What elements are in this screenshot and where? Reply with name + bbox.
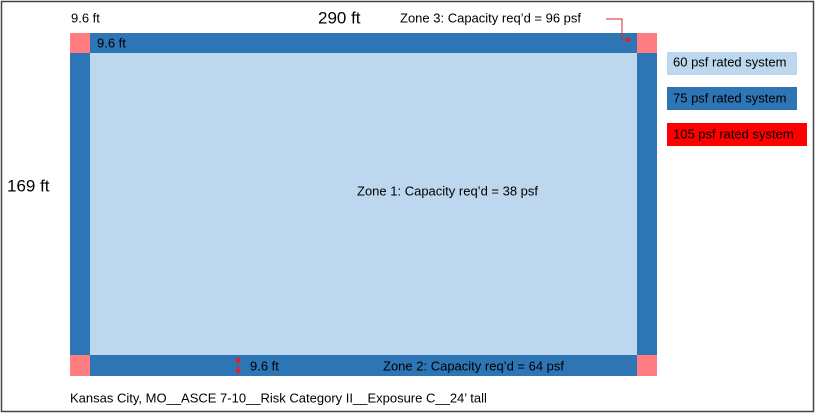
zone-3-corner <box>70 355 90 376</box>
legend-swatch <box>667 52 797 75</box>
dimension-label: 9.6 ft <box>97 35 126 50</box>
zone-label: Zone 2: Capacity req’d = 64 psf <box>383 358 564 373</box>
pointer-arrow <box>606 18 632 43</box>
zone-1-field <box>90 53 637 355</box>
legend-swatch <box>667 87 797 110</box>
legend-label: 105 psf rated system <box>673 126 794 141</box>
legend-swatch <box>667 123 807 146</box>
dimension-label: 290 ft <box>318 8 361 27</box>
zone-3-corner <box>70 33 90 53</box>
zone-label: Zone 3: Capacity req’d = 96 psf <box>400 10 581 25</box>
legend-label: 75 psf rated system <box>673 90 786 105</box>
footer: Kansas City, MO__ASCE 7-10__Risk Categor… <box>70 390 487 405</box>
dimension-label: 169 ft <box>7 176 50 195</box>
dimension-label: 9.6 ft <box>250 358 279 373</box>
dimension-label: 9.6 ft <box>71 10 100 25</box>
zone-3-corner <box>637 355 657 376</box>
legend-label: 60 psf rated system <box>673 54 786 69</box>
zone-label: Zone 1: Capacity req’d = 38 psf <box>357 183 538 198</box>
zone-3-corner <box>637 33 657 53</box>
